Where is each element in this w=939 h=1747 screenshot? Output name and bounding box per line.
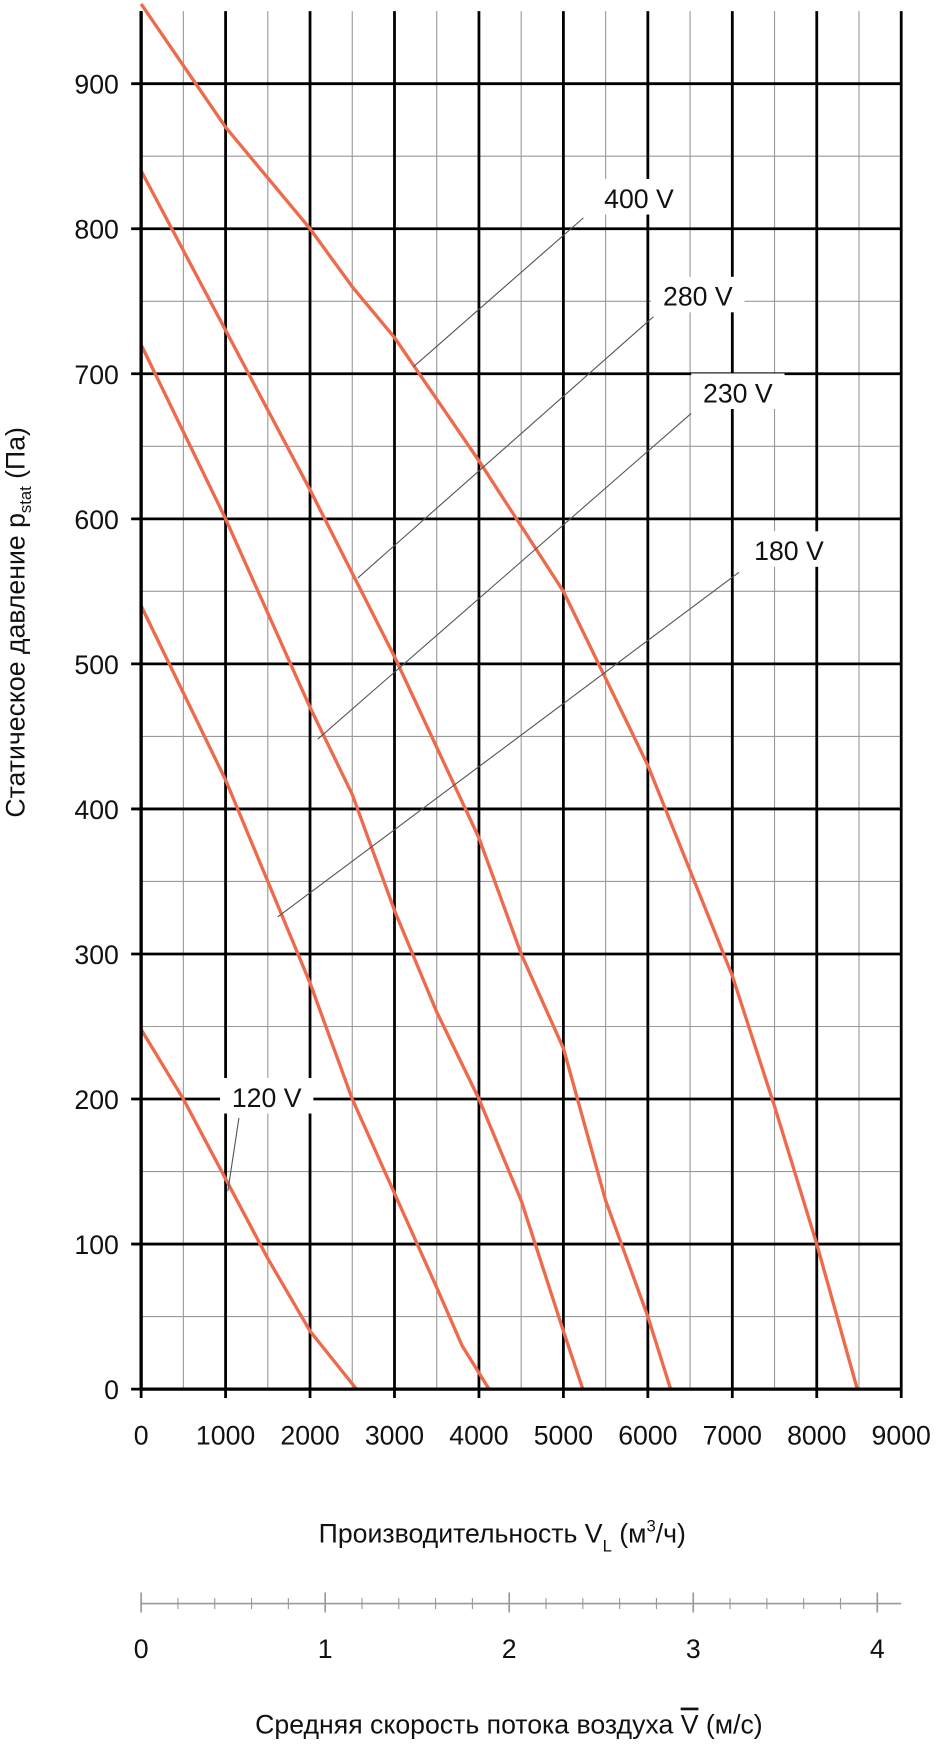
curve [139, 169, 673, 1390]
y-tick-label: 300 [74, 940, 118, 970]
curve [139, 605, 491, 1390]
label-box [220, 1077, 314, 1114]
y-tick-label: 100 [74, 1230, 118, 1260]
series-label: 280 V [663, 282, 733, 312]
y-tick-label: 400 [74, 795, 118, 825]
y-label-unit: (Па) [0, 427, 30, 486]
x2-axis-label: Средняя скорость потока воздуха V (м/с) [255, 1710, 763, 1740]
label-box [651, 276, 745, 313]
x-tick-label: 3000 [365, 1421, 424, 1451]
leader-line [357, 316, 654, 579]
y-tick-label: 200 [74, 1085, 118, 1115]
y-tick-label: 800 [74, 215, 118, 245]
series-label: 120 V [232, 1083, 302, 1113]
x-label-unit-end: /ч) [656, 1518, 686, 1548]
curve [139, 2, 859, 1390]
y-tick-label: 0 [104, 1375, 119, 1405]
x-label-sub: L [603, 1536, 612, 1555]
x-tick-label: 4000 [449, 1421, 508, 1451]
leader-line [413, 217, 584, 368]
x2-label-symbol: V [681, 1710, 699, 1740]
y-tick-label: 700 [74, 360, 118, 390]
x2-tick-label: 4 [870, 1634, 885, 1664]
y-label-sub: stat [16, 486, 35, 513]
curve [139, 1028, 358, 1391]
x2-tick-label: 2 [502, 1634, 517, 1664]
label-box [691, 373, 785, 410]
x2-label-unit: (м/с) [698, 1710, 762, 1740]
x-label-unit: (м [612, 1518, 647, 1548]
y-tick-label: 900 [74, 70, 118, 100]
curve [139, 344, 585, 1390]
series-label: 230 V [703, 378, 773, 408]
series-label: 400 V [604, 184, 674, 214]
x-tick-label: 2000 [280, 1421, 339, 1451]
x-tick-label: 6000 [618, 1421, 677, 1451]
y-tick-label: 500 [74, 650, 118, 680]
x-tick-label: 5000 [534, 1421, 593, 1451]
x2-tick-label: 1 [318, 1634, 333, 1664]
leader-line [317, 413, 692, 740]
x-tick-label: 8000 [787, 1421, 846, 1451]
x-tick-label: 1000 [196, 1421, 255, 1451]
x2-tick-label: 0 [134, 1634, 149, 1664]
label-box [592, 178, 686, 215]
x-axis-label: Производительность VL (м3/ч) [319, 1516, 686, 1555]
x2-label-main: Средняя скорость потока воздуха [255, 1710, 681, 1740]
leader-line [277, 571, 740, 918]
x-tick-label: 7000 [703, 1421, 762, 1451]
y-axis-label: Статическое давление pstat (Па) [0, 427, 35, 818]
x-label-main: Производительность V [319, 1518, 603, 1548]
x-label-sup: 3 [646, 1516, 655, 1535]
leader-line [227, 1117, 240, 1192]
x-tick-label: 0 [134, 1421, 149, 1451]
x-tick-label: 9000 [872, 1421, 931, 1451]
y-tick-label: 600 [74, 505, 118, 535]
label-box [742, 531, 836, 567]
x2-tick-label: 3 [686, 1634, 701, 1664]
y-label-main: Статическое давление p [0, 513, 30, 818]
series-label: 180 V [754, 536, 824, 566]
